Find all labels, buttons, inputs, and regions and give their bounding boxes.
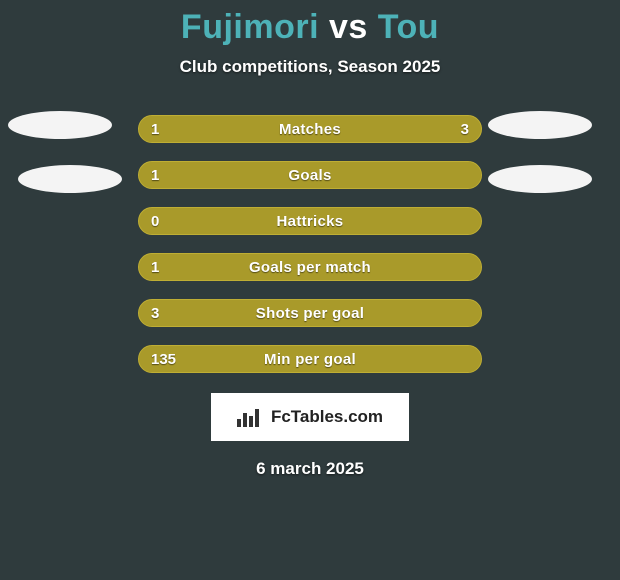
page-title: Fujimori vs Tou	[0, 0, 620, 47]
brand-text: FcTables.com	[271, 407, 383, 427]
stat-bar: 135Min per goal	[138, 345, 482, 373]
brand-bars-icon	[237, 407, 263, 427]
stat-bar: 3Shots per goal	[138, 299, 482, 327]
stat-bar: 1Matches3	[138, 115, 482, 143]
placeholder-ellipse	[488, 165, 592, 193]
vs-label: vs	[329, 8, 368, 46]
placeholder-ellipse	[8, 111, 112, 139]
stat-label: Goals per match	[139, 254, 481, 280]
stat-bars: 1Matches3 1Goals 0Hattricks 1Goals per matc…	[138, 115, 482, 373]
subtitle: Club competitions, Season 2025	[0, 57, 620, 77]
stat-label: Shots per goal	[139, 300, 481, 326]
stat-bar: 0Hattricks	[138, 207, 482, 235]
placeholder-ellipse	[488, 111, 592, 139]
stat-value-right: 3	[461, 116, 469, 142]
stat-bar: 1Goals per match	[138, 253, 482, 281]
content: 1Matches3 1Goals 0Hattricks 1Goals per matc…	[0, 115, 620, 479]
stat-label: Min per goal	[139, 346, 481, 372]
comparison-card: Fujimori vs Tou Club competitions, Seaso…	[0, 0, 620, 580]
player2-name: Tou	[378, 8, 439, 46]
placeholder-ellipse	[18, 165, 122, 193]
player1-name: Fujimori	[181, 8, 319, 46]
stat-label: Goals	[139, 162, 481, 188]
stat-bar: 1Goals	[138, 161, 482, 189]
stat-label: Hattricks	[139, 208, 481, 234]
date-label: 6 march 2025	[0, 459, 620, 479]
stat-label: Matches	[139, 116, 481, 142]
brand-badge: FcTables.com	[211, 393, 409, 441]
